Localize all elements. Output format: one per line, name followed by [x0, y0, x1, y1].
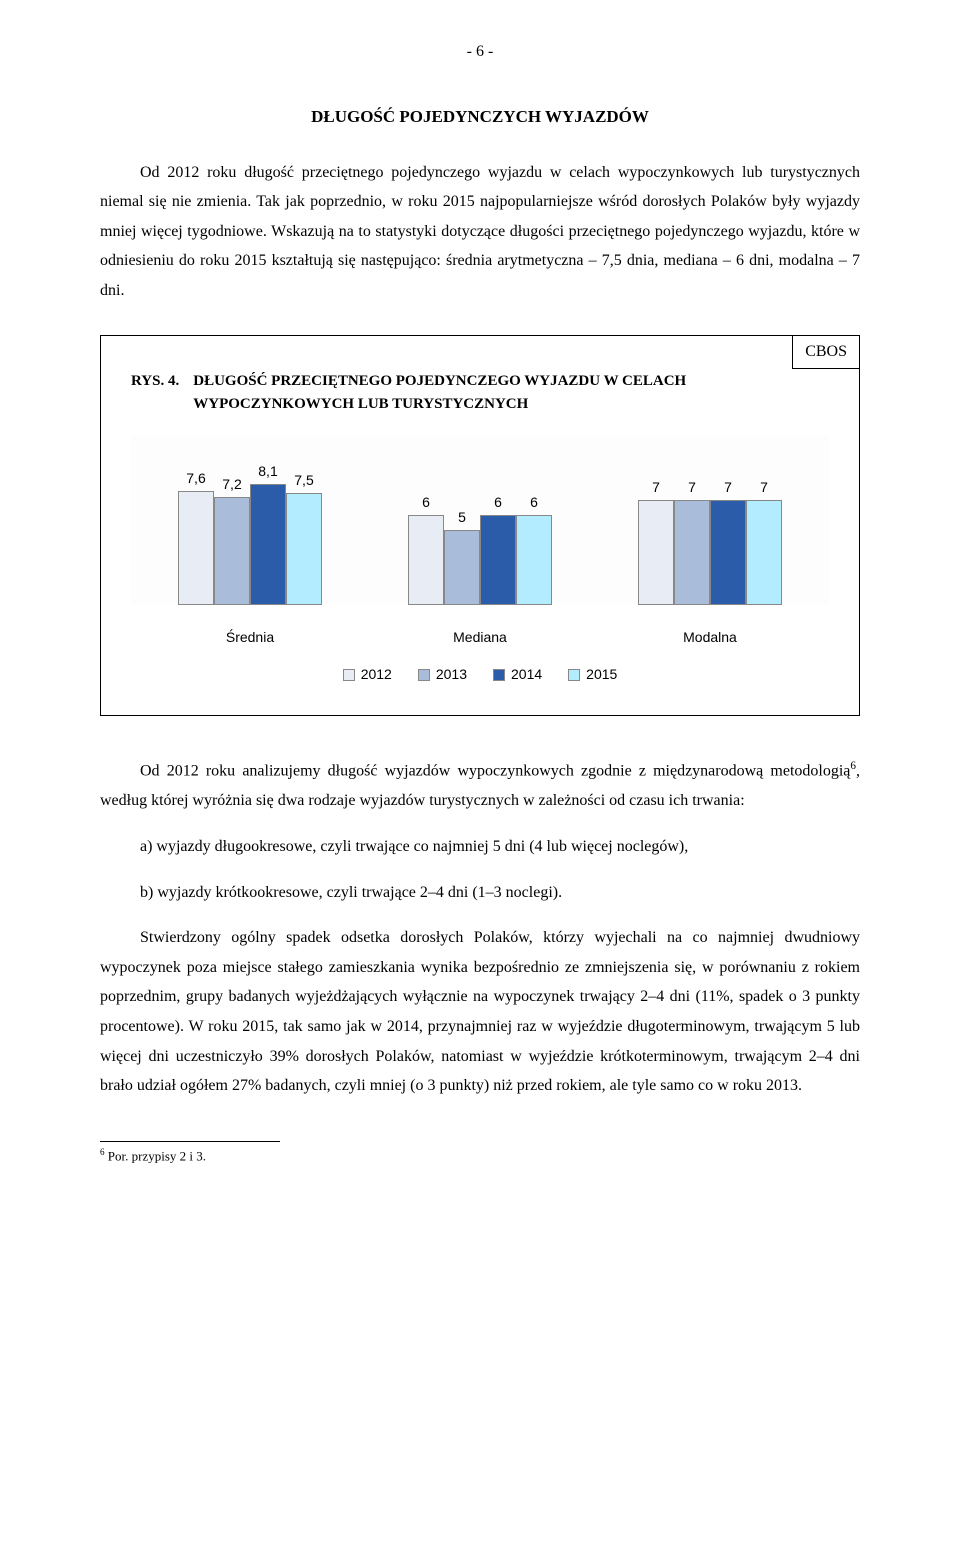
chart-bar: 7 [746, 477, 782, 605]
axis-label: Modalna [595, 627, 825, 648]
bar-value-label: 8,1 [258, 461, 277, 482]
bar-rect [480, 515, 516, 605]
legend-item: 2015 [568, 664, 617, 685]
bar-rect [516, 515, 552, 605]
paragraph-5: Stwierdzony ogólny spadek odsetka dorosł… [100, 923, 860, 1101]
legend-label: 2013 [436, 664, 467, 685]
section-heading: DŁUGOŚĆ POJEDYNCZYCH WYJAZDÓW [100, 104, 860, 130]
chart-bar: 7 [674, 477, 710, 605]
footnote-separator [100, 1141, 280, 1142]
chart-bar: 7 [710, 477, 746, 605]
bar-rect [674, 500, 710, 605]
chart-bar: 7,2 [214, 474, 250, 605]
legend-item: 2012 [343, 664, 392, 685]
bar-value-label: 7 [652, 477, 660, 498]
chart-bar: 7,5 [286, 470, 322, 606]
legend-swatch [343, 669, 355, 681]
bar-rect [286, 493, 322, 606]
legend-item: 2013 [418, 664, 467, 685]
footnote-text: Por. przypisy 2 i 3. [105, 1148, 206, 1163]
paragraph-3: a) wyjazdy długookresowe, czyli trwające… [100, 832, 860, 862]
axis-label: Mediana [365, 627, 595, 648]
legend-label: 2015 [586, 664, 617, 685]
legend-item: 2014 [493, 664, 542, 685]
paragraph-2-a: Od 2012 roku analizujemy długość wyjazdó… [140, 763, 850, 780]
bar-value-label: 7 [688, 477, 696, 498]
bar-rect [178, 491, 214, 605]
chart-bar: 7,6 [178, 468, 214, 605]
chart-bar: 6 [408, 492, 444, 605]
bar-value-label: 5 [458, 507, 466, 528]
legend-label: 2012 [361, 664, 392, 685]
bar-value-label: 6 [530, 492, 538, 513]
paragraph-4: b) wyjazdy krótkookresowe, czyli trwając… [100, 878, 860, 908]
figure-title: DŁUGOŚĆ PRZECIĘTNEGO POJEDYNCZEGO WYJAZD… [193, 370, 829, 415]
chart-bar: 7 [638, 477, 674, 605]
bar-rect [746, 500, 782, 605]
bar-value-label: 7 [760, 477, 768, 498]
legend-swatch [418, 669, 430, 681]
bar-value-label: 7,5 [294, 470, 313, 491]
bar-chart: 7,6 7,2 8,1 7,5 6 5 6 6 7 7 7 7 ŚredniaMedianaModal… [131, 435, 829, 695]
bar-value-label: 7,2 [222, 474, 241, 495]
bar-rect [214, 497, 250, 605]
bar-rect [710, 500, 746, 605]
bar-value-label: 6 [494, 492, 502, 513]
footnote-6: 6 Por. przypisy 2 i 3. [100, 1146, 860, 1166]
chart-bar: 5 [444, 507, 480, 605]
cbos-badge: CBOS [792, 335, 860, 369]
bar-value-label: 7 [724, 477, 732, 498]
chart-bar: 6 [516, 492, 552, 605]
paragraph-2: Od 2012 roku analizujemy długość wyjazdó… [100, 756, 860, 816]
axis-label: Średnia [135, 627, 365, 648]
figure-header: RYS. 4. DŁUGOŚĆ PRZECIĘTNEGO POJEDYNCZEG… [131, 370, 829, 415]
chart-group: 7,6 7,2 8,1 7,5 [178, 461, 322, 606]
chart-group: 6 5 6 6 [408, 492, 552, 605]
bar-rect [250, 484, 286, 606]
chart-bar: 8,1 [250, 461, 286, 606]
figure-number: RYS. 4. [131, 370, 179, 415]
figure-4-card: CBOS RYS. 4. DŁUGOŚĆ PRZECIĘTNEGO POJEDY… [100, 335, 860, 716]
legend-swatch [493, 669, 505, 681]
bar-rect [638, 500, 674, 605]
chart-bar: 6 [480, 492, 516, 605]
legend-label: 2014 [511, 664, 542, 685]
bar-value-label: 6 [422, 492, 430, 513]
page-number: - 6 - [100, 40, 860, 64]
bar-rect [444, 530, 480, 605]
chart-group: 7 7 7 7 [638, 477, 782, 605]
legend-swatch [568, 669, 580, 681]
paragraph-1: Od 2012 roku długość przeciętnego pojedy… [100, 158, 860, 306]
bar-rect [408, 515, 444, 605]
bar-value-label: 7,6 [186, 468, 205, 489]
